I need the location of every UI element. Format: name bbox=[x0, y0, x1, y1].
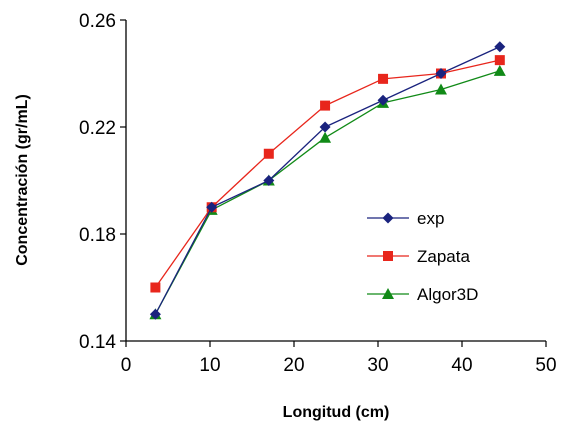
series-exp bbox=[149, 41, 506, 320]
data-point bbox=[494, 41, 506, 53]
y-axis-title: Concentración (gr/mL) bbox=[14, 94, 31, 266]
legend-marker bbox=[382, 288, 394, 299]
legend-label: exp bbox=[417, 209, 444, 228]
data-point bbox=[319, 131, 332, 143]
legend-marker bbox=[383, 251, 393, 261]
x-tick-label: 0 bbox=[121, 355, 132, 376]
y-tick-label: 0.26 bbox=[79, 11, 116, 32]
legend: exp Zapata Algor3D bbox=[367, 209, 478, 304]
x-tick-label: 20 bbox=[283, 355, 304, 376]
data-point bbox=[435, 68, 447, 79]
data-point bbox=[435, 83, 447, 95]
data-point bbox=[377, 94, 389, 106]
legend-label: Zapata bbox=[417, 247, 470, 266]
series-layer bbox=[149, 41, 506, 320]
data-point bbox=[494, 55, 505, 66]
x-tick-label: 10 bbox=[199, 355, 220, 376]
x-tick-label: 40 bbox=[451, 355, 472, 376]
data-point bbox=[263, 175, 275, 186]
data-point bbox=[206, 201, 218, 213]
legend-label: Algor3D bbox=[417, 285, 478, 304]
y-tick-label: 0.22 bbox=[79, 118, 116, 139]
data-point bbox=[493, 64, 506, 76]
y-tick-label: 0.14 bbox=[79, 332, 116, 353]
x-tick-label: 30 bbox=[367, 355, 388, 376]
data-point bbox=[263, 148, 274, 159]
x-tick-label: 50 bbox=[535, 355, 556, 376]
data-point bbox=[320, 100, 331, 111]
data-point bbox=[378, 73, 389, 84]
data-point bbox=[319, 121, 331, 133]
y-tick-label: 0.18 bbox=[79, 225, 116, 246]
legend-item: Algor3D bbox=[367, 285, 478, 304]
axes: 0 10 20 30 40 50 0.14 0.18 0.22 0.26 bbox=[79, 11, 557, 376]
data-point bbox=[150, 282, 161, 293]
legend-item: Zapata bbox=[367, 247, 470, 266]
legend-marker bbox=[382, 212, 394, 224]
data-point bbox=[149, 308, 161, 320]
legend-item: exp bbox=[367, 209, 444, 228]
x-axis-title: Longitud (cm) bbox=[283, 404, 390, 421]
